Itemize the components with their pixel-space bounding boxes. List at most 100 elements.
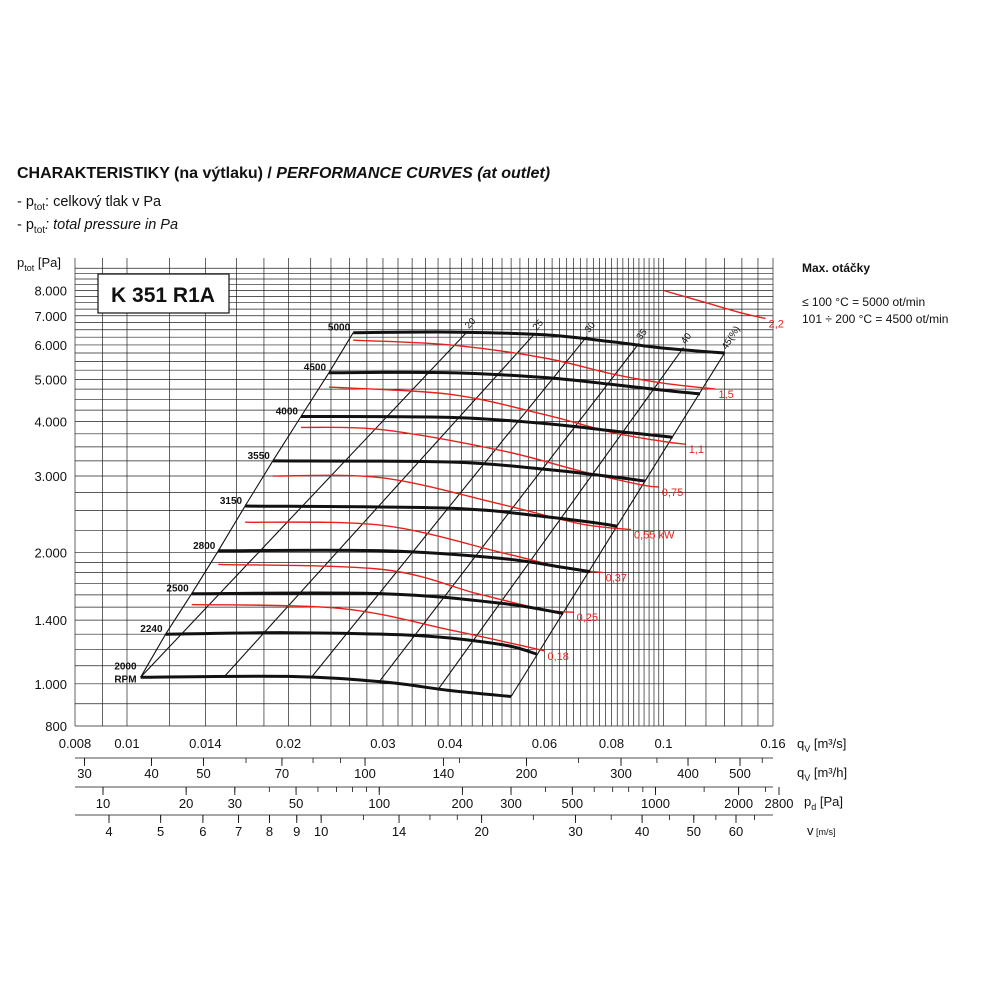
x-axis-v-tick-label: 9 xyxy=(293,824,300,839)
speed-curve xyxy=(191,591,564,615)
x-tick-qv-m3s: 0.03 xyxy=(370,736,395,751)
x-axis-v-tick-label: 7 xyxy=(235,824,242,839)
speed-label: 3550 xyxy=(248,451,271,462)
speed-label: 4500 xyxy=(304,363,327,374)
power-label: 2,2 xyxy=(769,318,784,330)
speed-label: 4000 xyxy=(276,406,299,417)
x-axis-title-qv_m3s: qV [m³/s] xyxy=(797,736,846,754)
legend-line-cz: - ptot: celkový tlak v Pa xyxy=(17,194,162,213)
x-axis-pd-tick-label: 10 xyxy=(96,796,110,811)
x-axis-qv-m3h-tick-label: 500 xyxy=(729,766,751,781)
x-axis-pd-tick-label: 50 xyxy=(289,796,303,811)
x-tick-qv-m3s: 0.06 xyxy=(532,736,557,751)
speed-label: 2240 xyxy=(140,624,163,635)
chart-title: CHARAKTERISTIKY (na výtlaku) / PERFORMAN… xyxy=(17,165,550,182)
power-label: 0,55 kW xyxy=(634,530,675,542)
speed-curve xyxy=(272,459,646,483)
legend-line-en: - ptot: total pressure in Pa xyxy=(17,217,178,236)
x-axis-v-tick-label: 14 xyxy=(392,824,406,839)
model-box: K 351 R1A xyxy=(97,273,230,314)
x-tick-qv-m3s: 0.008 xyxy=(59,736,92,751)
speed-curve xyxy=(353,330,725,355)
power-label: 0,18 xyxy=(547,651,568,663)
speed-label: 2500 xyxy=(166,584,189,595)
power-label: 0,75 xyxy=(662,487,683,499)
max-speed-heading: Max. otáčky xyxy=(802,261,870,275)
efficiency-line xyxy=(224,333,535,677)
max-speed-line-2: 101 ÷ 200 °C = 4500 ot/min xyxy=(802,312,948,326)
x-axis-qv-m3h-tick-label: 50 xyxy=(196,766,210,781)
model-label: K 351 R1A xyxy=(111,284,215,307)
x-tick-qv-m3s: 0.02 xyxy=(276,736,301,751)
x-axis-v-tick-label: 4 xyxy=(105,824,112,839)
x-axis-qv-m3h-tick-label: 200 xyxy=(516,766,538,781)
x-axis-title-pd: pd [Pa] xyxy=(804,794,843,812)
x-axis-title-qv_m3h: qV [m³/h] xyxy=(797,765,847,783)
y-tick-label: 4.000 xyxy=(34,415,67,430)
x-axis-pd-tick-label: 20 xyxy=(179,796,193,811)
x-tick-qv-m3s: 0.014 xyxy=(189,736,222,751)
x-axis-qv-m3h-tick-label: 300 xyxy=(610,766,632,781)
x-tick-qv-m3s: 0.01 xyxy=(114,736,139,751)
x-axes: 0.008 0.01 0.014 0.02 0.03 0.04 0.06 0.08 0.1 0.1… xyxy=(59,736,847,839)
x-axis-v-tick-label: 8 xyxy=(266,824,273,839)
speed-label: 5000 xyxy=(328,323,351,334)
efficiency-label: 20 xyxy=(463,316,478,331)
x-axis-qv-m3h-tick-label: 100 xyxy=(354,766,376,781)
power-curve xyxy=(272,474,632,531)
power-curve xyxy=(191,603,545,652)
x-tick-qv-m3s: 0.16 xyxy=(760,736,785,751)
speed-curve xyxy=(245,504,618,528)
power-label: 0,37 xyxy=(606,573,627,585)
speed-curve xyxy=(218,548,591,574)
speed-curve xyxy=(165,631,538,656)
x-axis-pd-tick-label: 200 xyxy=(452,796,474,811)
y-tick-label: 1.000 xyxy=(34,677,67,692)
speed-curves: 5000 4500 4000 3550 3150 2800 2500 2240 2000 RPM xyxy=(114,323,725,698)
y-tick-label: 5.000 xyxy=(34,372,67,387)
efficiency-label: 40 xyxy=(679,331,694,346)
x-axis-qv-m3h-tick-label: 70 xyxy=(275,766,289,781)
power-curve xyxy=(328,386,686,445)
power-label: 1,5 xyxy=(718,389,733,401)
x-tick-qv-m3s: 0.1 xyxy=(654,736,672,751)
speed-curve xyxy=(300,415,673,439)
power-label: 0,25 xyxy=(577,612,598,624)
power-label: 1,1 xyxy=(689,444,704,456)
x-axis-v-tick-label: 20 xyxy=(474,824,488,839)
max-speed-line-1: ≤ 100 °C = 5000 ot/min xyxy=(802,295,925,309)
speed-label: 2800 xyxy=(193,541,216,552)
speed-curve xyxy=(328,370,701,396)
y-axis-ticks: 800 1.000 1.400 2.000 3.000 4.000 5.000 6.000 7.… xyxy=(34,284,67,734)
x-axis-v-tick-label: 5 xyxy=(157,824,164,839)
speed-curve xyxy=(140,674,512,698)
speed-label-unit: RPM xyxy=(114,674,136,685)
y-axis-title: ptot [Pa] xyxy=(17,255,61,273)
efficiency-line xyxy=(140,331,468,678)
efficiency-label: 45(%) xyxy=(720,324,743,351)
x-axis-qv-m3h-tick-label: 140 xyxy=(433,766,455,781)
x-axis-v-tick-label: 10 xyxy=(314,824,328,839)
x-axis-qv-m3h-tick-label: 400 xyxy=(677,766,699,781)
y-tick-label: 1.400 xyxy=(34,613,67,628)
x-axis-pd-tick-label: 30 xyxy=(228,796,242,811)
power-curve xyxy=(353,339,716,390)
x-axis-v-tick-label: 60 xyxy=(729,824,743,839)
x-axis-v-tick-label: 30 xyxy=(568,824,582,839)
x-axis-pd-tick-label: 300 xyxy=(500,796,522,811)
x-tick-qv-m3s: 0.08 xyxy=(599,736,624,751)
y-tick-label: 2.000 xyxy=(34,546,67,561)
x-axis-qv-m3h-tick-label: 30 xyxy=(77,766,91,781)
efficiency-line xyxy=(510,352,726,697)
x-axis-pd-tick-label: 2000 xyxy=(724,796,753,811)
power-curve xyxy=(300,426,659,488)
x-axis-pd-tick-label: 2800 xyxy=(765,796,794,811)
x-axis-v-tick-label: 6 xyxy=(199,824,206,839)
x-axis-qv-m3h-tick-label: 40 xyxy=(144,766,158,781)
y-tick-label: 8.000 xyxy=(34,284,67,299)
x-axis-v-tick-label: 50 xyxy=(687,824,701,839)
x-axis-pd-tick-label: 500 xyxy=(561,796,583,811)
efficiency-label: 35 xyxy=(635,327,650,342)
x-axis-title-v: v [m/s] xyxy=(807,823,836,838)
